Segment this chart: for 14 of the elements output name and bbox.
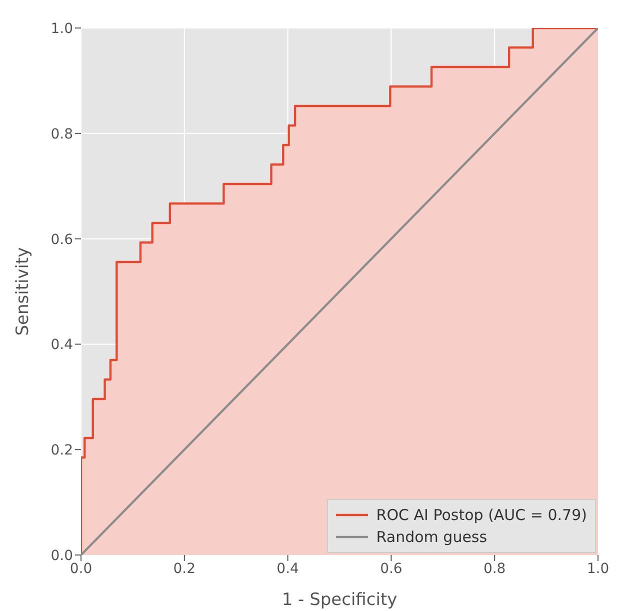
x-axis-title: 1 - Specificity [282,590,398,610]
y-tick-label: 0.4 [50,337,74,354]
x-tick-label: 0.2 [173,560,196,577]
legend-label: Random guess [376,527,488,548]
y-tick-label: 0.6 [50,232,74,248]
y-tick-label: 0.8 [50,126,73,142]
x-tick-label: 0.4 [276,560,300,577]
legend-label: ROC AI Postop (AUC = 0.79) [376,505,587,526]
y-tick-label: 0.2 [50,442,73,459]
y-tick-label: 1.0 [50,20,73,37]
x-tick-label: 0.8 [483,560,506,577]
x-tick-label: 0.6 [380,560,402,577]
y-axis-title: Sensitivity [13,247,34,336]
x-tick-label: 1.0 [586,560,610,577]
